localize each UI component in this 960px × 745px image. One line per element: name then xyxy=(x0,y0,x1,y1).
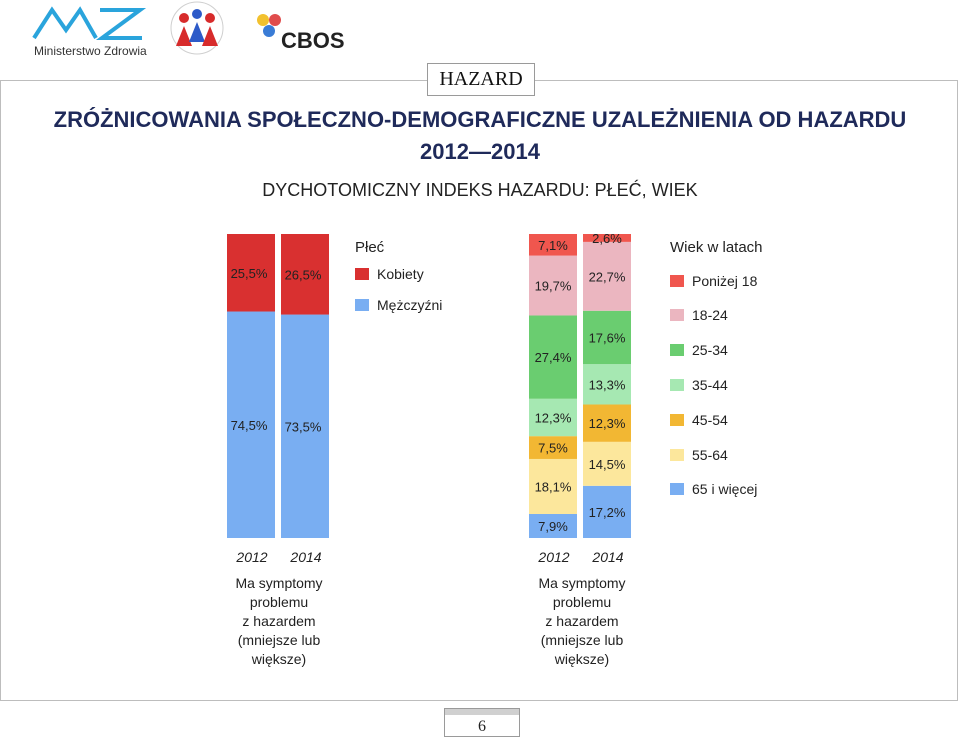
data-label-2-2014-5: 22,7% xyxy=(589,269,626,284)
x-caption-line-1-4: większe) xyxy=(251,651,306,667)
category-label-2-2014: 2014 xyxy=(591,549,623,565)
ministry-logo-text: Ministerstwo Zdrowia xyxy=(34,44,147,58)
bar-segment-2-2012-5 xyxy=(529,255,577,316)
legend-title-1: Płeć xyxy=(355,239,385,256)
bar-segment-2-2014-1 xyxy=(583,441,631,486)
x-caption-line-1-3: (mniejsze lub xyxy=(238,632,321,648)
bar-segment-1-2014-0 xyxy=(281,314,329,538)
x-caption-line-2-1: problemu xyxy=(553,594,611,610)
people-logo xyxy=(170,1,224,55)
ministry-logo: Ministerstwo Zdrowia xyxy=(32,6,147,58)
data-label-2-2014-4: 17,6% xyxy=(589,330,626,345)
data-label-2-2012-6: 7,1% xyxy=(538,238,568,253)
x-caption-line-2-2: z hazardem xyxy=(545,613,618,629)
data-label-2-2014-3: 13,3% xyxy=(589,377,626,392)
legend-swatch-2-1 xyxy=(670,449,684,461)
bar-segment-2-2014-4 xyxy=(583,310,631,365)
legend-label-1-0: Mężczyźni xyxy=(377,297,442,313)
legend-label-2-5: 18-24 xyxy=(692,307,728,323)
bar-segment-2-2014-2 xyxy=(583,404,631,442)
data-label-1-2014-0: 73,5% xyxy=(285,419,322,434)
data-label-1-2014-1: 26,5% xyxy=(285,267,322,282)
category-label-1-2014: 2014 xyxy=(289,549,321,565)
bar-segment-2-2012-0 xyxy=(529,513,577,538)
data-label-2-2012-3: 12,3% xyxy=(535,410,572,425)
category-label-1-2012: 2012 xyxy=(235,549,267,565)
category-label-2-2012: 2012 xyxy=(537,549,569,565)
cbos-logo-text: CBOS xyxy=(281,28,345,53)
data-label-2-2014-0: 17,2% xyxy=(589,505,626,520)
legend-label-2-0: 65 i więcej xyxy=(692,481,757,497)
x-caption-line-1-1: problemu xyxy=(250,594,308,610)
legend-swatch-2-6 xyxy=(670,275,684,287)
bar-segment-2-2012-2 xyxy=(529,436,577,459)
logos-bar: Ministerstwo Zdrowia CBOS xyxy=(0,0,400,62)
data-label-2-2014-6: 2,6% xyxy=(592,231,622,246)
x-caption-line-2-4: większe) xyxy=(554,651,609,667)
bar-segment-2-2014-6 xyxy=(583,234,631,242)
page-title: ZRÓŻNICOWANIA SPOŁECZNO-DEMOGRAFICZNE UZ… xyxy=(53,107,907,132)
data-label-1-2012-1: 25,5% xyxy=(231,266,268,281)
legend-swatch-2-4 xyxy=(670,344,684,356)
data-label-2-2014-1: 14,5% xyxy=(589,457,626,472)
data-label-1-2012-0: 74,5% xyxy=(231,418,268,433)
legend-swatch-1-1 xyxy=(355,268,369,280)
data-label-2-2012-0: 7,9% xyxy=(538,519,568,534)
data-label-2-2012-1: 18,1% xyxy=(535,479,572,494)
page-number: 6 xyxy=(444,708,520,737)
bar-segment-1-2012-0 xyxy=(227,311,275,538)
legend-swatch-2-3 xyxy=(670,379,684,391)
logo-group: Ministerstwo Zdrowia CBOS xyxy=(32,1,345,58)
bar-segment-2-2012-6 xyxy=(529,234,577,256)
cbos-logo: CBOS xyxy=(257,14,345,53)
bar-segment-2-2012-1 xyxy=(529,458,577,514)
bar-segment-2-2012-3 xyxy=(529,398,577,437)
section-tag: HAZARD xyxy=(427,63,535,96)
data-label-2-2014-2: 12,3% xyxy=(589,416,626,431)
data-label-2-2012-4: 27,4% xyxy=(535,350,572,365)
page-title-years: 2012—2014 xyxy=(420,139,540,164)
bar-segment-2-2014-5 xyxy=(583,241,631,311)
legend-swatch-1-0 xyxy=(355,299,369,311)
page-subtitle: DYCHOTOMICZNY INDEKS HAZARDU: PŁEĆ, WIEK xyxy=(262,180,698,200)
legend-label-2-4: 25-34 xyxy=(692,342,728,358)
legend-label-2-2: 45-54 xyxy=(692,412,728,428)
bar-segment-1-2012-1 xyxy=(227,234,275,312)
data-label-2-2012-5: 19,7% xyxy=(535,279,572,294)
x-caption-line-2-3: (mniejsze lub xyxy=(541,632,624,648)
legend-title-2: Wiek w latach xyxy=(670,239,763,256)
bar-segment-2-2014-0 xyxy=(583,485,631,538)
bar-segment-2-2012-4 xyxy=(529,315,577,399)
legend-label-2-3: 35-44 xyxy=(692,377,728,393)
legend-label-2-6: Poniżej 18 xyxy=(692,273,758,289)
data-label-2-2012-2: 7,5% xyxy=(538,441,568,456)
legend-label-2-1: 55-64 xyxy=(692,447,728,463)
legend-swatch-2-2 xyxy=(670,414,684,426)
x-caption-line-1-2: z hazardem xyxy=(242,613,315,629)
x-caption-line-1-0: Ma symptomy xyxy=(235,575,322,591)
bar-segment-1-2014-1 xyxy=(281,234,329,315)
bar-segment-2-2014-3 xyxy=(583,364,631,405)
legend-swatch-2-0 xyxy=(670,483,684,495)
legend-label-1-1: Kobiety xyxy=(377,266,424,282)
legend-swatch-2-5 xyxy=(670,309,684,321)
x-caption-line-2-0: Ma symptomy xyxy=(538,575,625,591)
